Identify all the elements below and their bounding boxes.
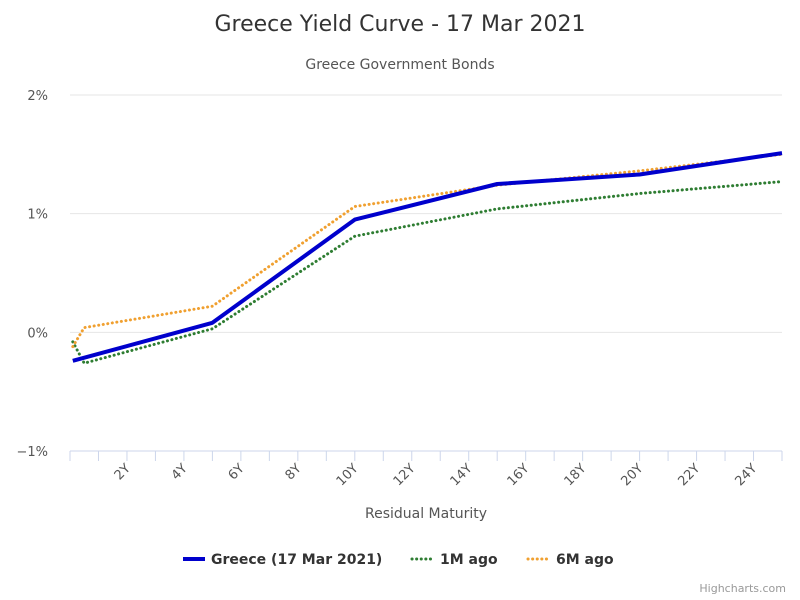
- series-line-6m-ago: [71, 152, 784, 349]
- legend-item-1m-ago[interactable]: 1M ago: [410, 552, 498, 568]
- x-axis: 2Y 4Y 6Y 8Y 10Y 12Y 14Y 16Y 18Y 20Y 22Y 24Y: [69, 450, 783, 489]
- y-tick-label: 1%: [27, 208, 48, 223]
- series-line-1m-ago: [71, 180, 784, 365]
- series-line-greece-17-mar-2021: [72, 151, 783, 363]
- chart-subtitle: Greece Government Bonds: [305, 57, 494, 73]
- x-tick-label: 10Y: [334, 461, 362, 489]
- x-tick-label: 12Y: [391, 461, 419, 489]
- y-tick-label: 2%: [27, 89, 48, 104]
- y-tick-label: −1%: [16, 445, 48, 460]
- x-tick-label: 22Y: [675, 461, 703, 489]
- legend-item-6m-ago[interactable]: 6M ago: [526, 552, 614, 568]
- x-tick-label: 6Y: [226, 461, 248, 483]
- x-tick-label: 8Y: [283, 461, 305, 483]
- x-tick-label: 18Y: [562, 461, 590, 489]
- legend: Greece (17 Mar 2021) 1M ago 6M ago: [183, 552, 614, 568]
- x-tick-label: 2Y: [112, 461, 134, 483]
- x-tick-label: 24Y: [732, 461, 760, 489]
- x-tick-label: 20Y: [619, 461, 647, 489]
- legend-label: Greece (17 Mar 2021): [211, 552, 382, 568]
- x-tick-label: 14Y: [448, 461, 476, 489]
- legend-item-greece-17-mar-2021[interactable]: Greece (17 Mar 2021): [183, 552, 382, 568]
- x-tick-label: 16Y: [505, 461, 533, 489]
- x-tick-label: 4Y: [169, 461, 191, 483]
- y-tick-label: 0%: [27, 326, 48, 341]
- legend-label: 6M ago: [556, 552, 614, 568]
- y-axis-ticks: 2% 1% 0% −1%: [16, 89, 48, 460]
- series-layer: [71, 151, 784, 365]
- x-axis-title: Residual Maturity: [365, 506, 487, 522]
- credits-link[interactable]: Highcharts.com: [699, 582, 786, 595]
- grid-layer: [70, 94, 782, 333]
- legend-label: 1M ago: [440, 552, 498, 568]
- chart-title: Greece Yield Curve - 17 Mar 2021: [215, 12, 586, 37]
